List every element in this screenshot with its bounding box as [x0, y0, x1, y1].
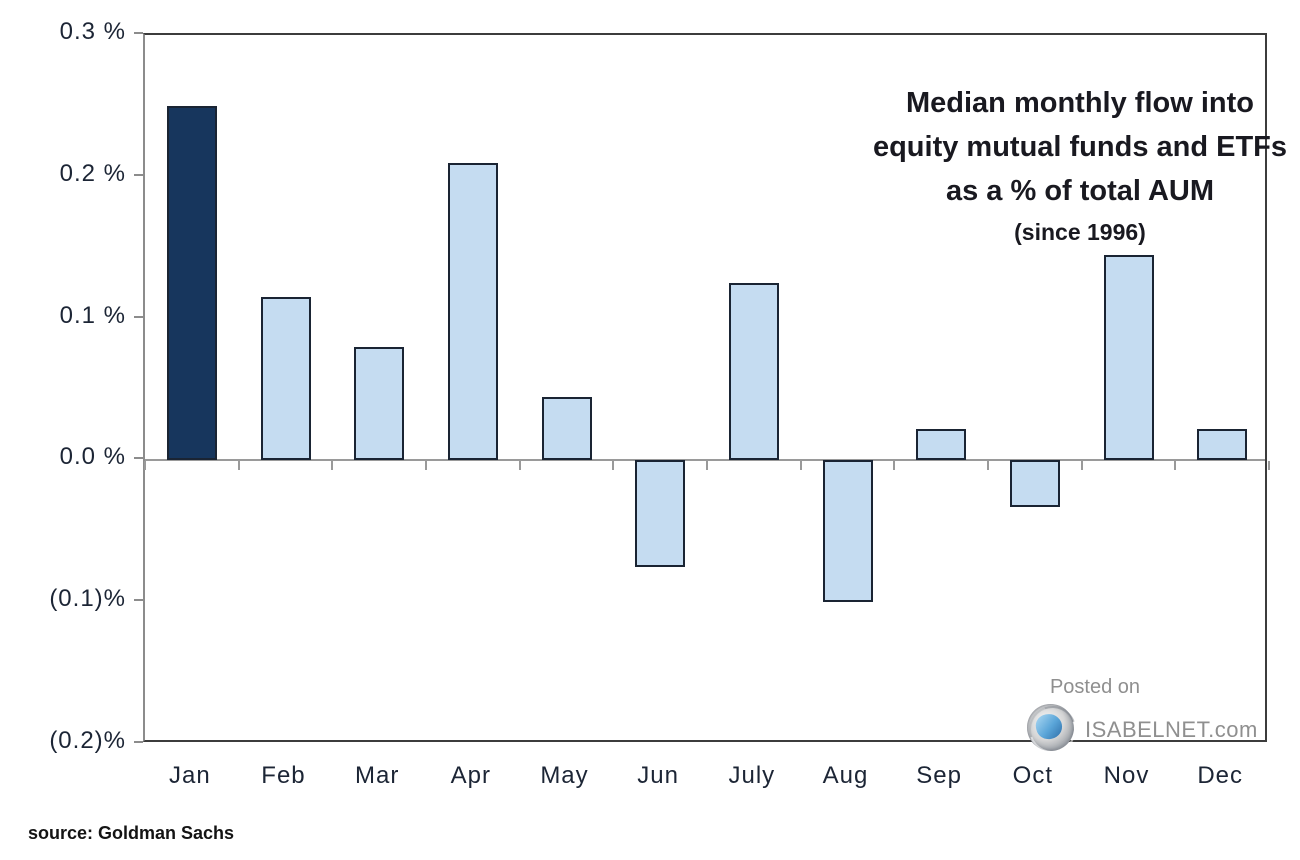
x-axis-label-feb: Feb	[261, 762, 306, 789]
plot-area: Median monthly flow into equity mutual f…	[143, 33, 1287, 742]
x-axis-tick	[237, 461, 240, 471]
y-axis-label: 0.3 %	[59, 18, 126, 45]
x-axis-label-apr: Apr	[450, 762, 491, 789]
y-axis-label: 0.2 %	[59, 159, 126, 187]
isabelnet-logo-icon	[1021, 698, 1084, 761]
y-axis-label: (0.1)%	[49, 585, 126, 613]
x-axis-label-dec: Dec	[1197, 762, 1243, 789]
bar-july	[728, 283, 779, 461]
chart-title-subtitle: (since 1996)	[1014, 219, 1146, 245]
x-axis-label-oct: Oct	[1012, 762, 1053, 789]
x-axis-tick	[893, 461, 896, 471]
x-axis-tick	[1268, 461, 1270, 471]
source-attribution: source: Goldman Sachs	[28, 823, 235, 843]
x-axis-tick	[987, 461, 989, 471]
x-axis-label-nov: Nov	[1103, 762, 1150, 789]
chart-title-line-3: as a % of total AUM	[945, 175, 1214, 207]
y-axis-tick	[134, 315, 143, 318]
x-axis-label-jan: Jan	[168, 762, 211, 789]
bar-oct	[1009, 460, 1060, 508]
x-axis-tick	[706, 461, 708, 471]
x-axis-label-aug: Aug	[822, 762, 869, 789]
bar-apr	[447, 162, 498, 461]
y-axis-label: 0.1 %	[59, 301, 126, 329]
x-axis-tick	[799, 461, 802, 471]
chart-title: Median monthly flow into equity mutual f…	[790, 81, 1300, 251]
bar-may	[541, 396, 592, 461]
chart-title-line-1: Median monthly flow into	[906, 87, 1254, 119]
bar-nov	[1103, 254, 1154, 461]
bar-feb	[260, 297, 311, 461]
x-axis-tick	[1174, 461, 1177, 471]
bar-jan	[166, 105, 217, 461]
x-axis-tick	[518, 461, 521, 471]
x-axis-tick	[425, 461, 427, 471]
x-axis-tick	[331, 461, 334, 471]
y-axis-tick	[134, 32, 143, 34]
y-axis-tick	[134, 599, 143, 602]
x-axis-label-sep: Sep	[916, 762, 962, 789]
y-axis-tick	[134, 741, 143, 743]
y-axis-label: 0.0 %	[59, 443, 126, 471]
chart-title-line-2: equity mutual funds and ETFs	[872, 131, 1288, 163]
y-axis-tick	[134, 457, 143, 460]
bar-sep	[916, 429, 967, 461]
bar-dec	[1197, 429, 1248, 461]
bar-jun	[635, 460, 686, 567]
y-axis-tick	[134, 173, 143, 176]
x-axis-label-may: May	[540, 762, 589, 789]
y-axis-label: (0.2)%	[49, 727, 126, 754]
x-axis-label-mar: Mar	[354, 762, 400, 789]
x-axis-tick	[144, 461, 146, 471]
x-axis-tick	[1080, 461, 1083, 471]
x-axis-label-july: July	[728, 762, 776, 789]
x-axis-zero-line	[145, 459, 1265, 462]
bar-aug	[822, 460, 873, 603]
x-axis-label-jun: Jun	[637, 762, 679, 789]
bar-mar	[354, 346, 405, 461]
x-axis-tick	[612, 461, 615, 471]
posted-on-label: Posted on	[1049, 676, 1141, 698]
isabelnet-site-label: ISABELNET.com	[1085, 717, 1258, 742]
